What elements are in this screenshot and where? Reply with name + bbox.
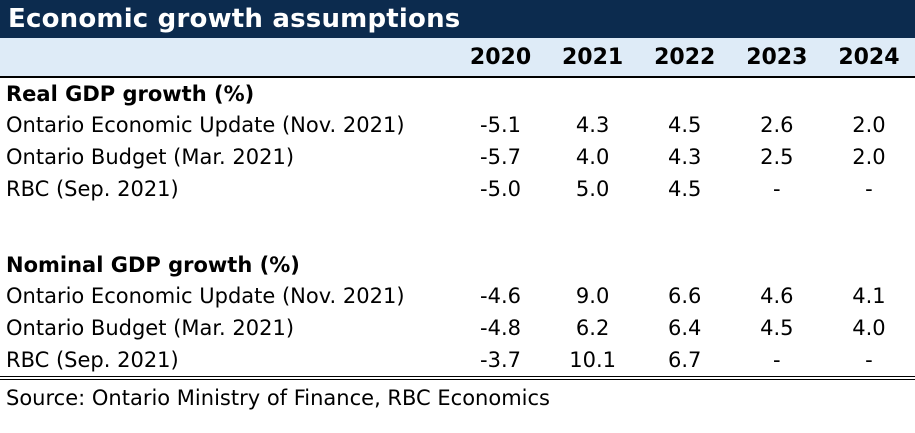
value-cell: 2.0 xyxy=(852,145,886,169)
corner-cell xyxy=(0,38,455,78)
value-cell: 4.3 xyxy=(668,145,702,169)
value-cell: 4.1 xyxy=(852,284,886,308)
spacer-cell xyxy=(0,205,915,249)
table-row: RBC (Sep. 2021) -3.7 10.1 6.7 - - xyxy=(0,344,915,380)
row-label: Ontario Economic Update (Nov. 2021) xyxy=(6,113,405,137)
value-cell: 4.0 xyxy=(575,145,610,169)
row-label: Ontario Budget (Mar. 2021) xyxy=(6,145,295,169)
value-cell: -4.8 xyxy=(480,316,522,340)
year-column-header-2021: 2021 xyxy=(546,38,639,78)
value-cell: 4.5 xyxy=(760,316,794,340)
value-cell: - xyxy=(822,344,915,380)
value-cell: -3.7 xyxy=(454,344,547,380)
table-row: Ontario Economic Update (Nov. 2021) -4.6… xyxy=(0,280,915,312)
row-label: Ontario Economic Update (Nov. 2021) xyxy=(6,284,405,308)
year-header-row: 2020 2021 2022 2023 2024 xyxy=(0,38,915,78)
value-cell: 4.5 xyxy=(668,113,702,137)
value-cell: -5.0 xyxy=(480,177,522,201)
value-cell: 4.3 xyxy=(575,113,610,137)
value-cell: - xyxy=(773,177,781,201)
value-cell: 6.2 xyxy=(575,316,610,340)
value-cell: - xyxy=(730,344,823,380)
value-cell: 4.6 xyxy=(760,284,794,308)
value-cell: 10.1 xyxy=(546,344,639,380)
table-row: Ontario Budget (Mar. 2021) -4.8 6.2 6.4 … xyxy=(0,312,915,344)
value-cell: 6.6 xyxy=(668,284,702,308)
year-column-header-2024: 2024 xyxy=(822,38,915,78)
table-row: Ontario Budget (Mar. 2021) -5.7 4.0 4.3 … xyxy=(0,141,915,173)
row-label: RBC (Sep. 2021) xyxy=(0,344,455,380)
row-label: Ontario Budget (Mar. 2021) xyxy=(6,316,295,340)
section-header-row-real-gdp: Real GDP growth (%) xyxy=(0,77,915,109)
section-header-real-gdp: Real GDP growth (%) xyxy=(6,81,255,106)
figure-title-bar: Economic growth assumptions xyxy=(0,0,915,38)
value-cell: 9.0 xyxy=(575,284,610,308)
gdp-growth-table: 2020 2021 2022 2023 2024 Real GDP growth… xyxy=(0,38,915,380)
value-cell: 2.0 xyxy=(852,113,886,137)
value-cell: 4.5 xyxy=(668,177,702,201)
section-header-nominal-gdp: Nominal GDP growth (%) xyxy=(6,252,300,277)
section-header-row-nominal-gdp: Nominal GDP growth (%) xyxy=(0,249,915,280)
value-cell: 2.6 xyxy=(760,113,794,137)
value-cell: -5.7 xyxy=(480,145,522,169)
value-cell: 6.7 xyxy=(638,344,731,380)
year-column-header-2022: 2022 xyxy=(638,38,731,78)
table-row: RBC (Sep. 2021) -5.0 5.0 4.5 - - xyxy=(0,173,915,205)
row-label: RBC (Sep. 2021) xyxy=(6,177,179,201)
value-cell: 5.0 xyxy=(575,177,610,201)
source-note: Source: Ontario Ministry of Finance, RBC… xyxy=(6,386,550,410)
year-column-header-2023: 2023 xyxy=(730,38,823,78)
section-spacer-row xyxy=(0,205,915,249)
value-cell: -5.1 xyxy=(480,113,522,137)
value-cell: 4.0 xyxy=(852,316,886,340)
value-cell: 2.5 xyxy=(760,145,794,169)
year-column-header-2020: 2020 xyxy=(454,38,547,78)
value-cell: - xyxy=(865,177,873,201)
value-cell: -4.6 xyxy=(480,284,522,308)
table-row: Ontario Economic Update (Nov. 2021) -5.1… xyxy=(0,109,915,141)
value-cell: 6.4 xyxy=(668,316,702,340)
figure-title: Economic growth assumptions xyxy=(8,4,461,34)
